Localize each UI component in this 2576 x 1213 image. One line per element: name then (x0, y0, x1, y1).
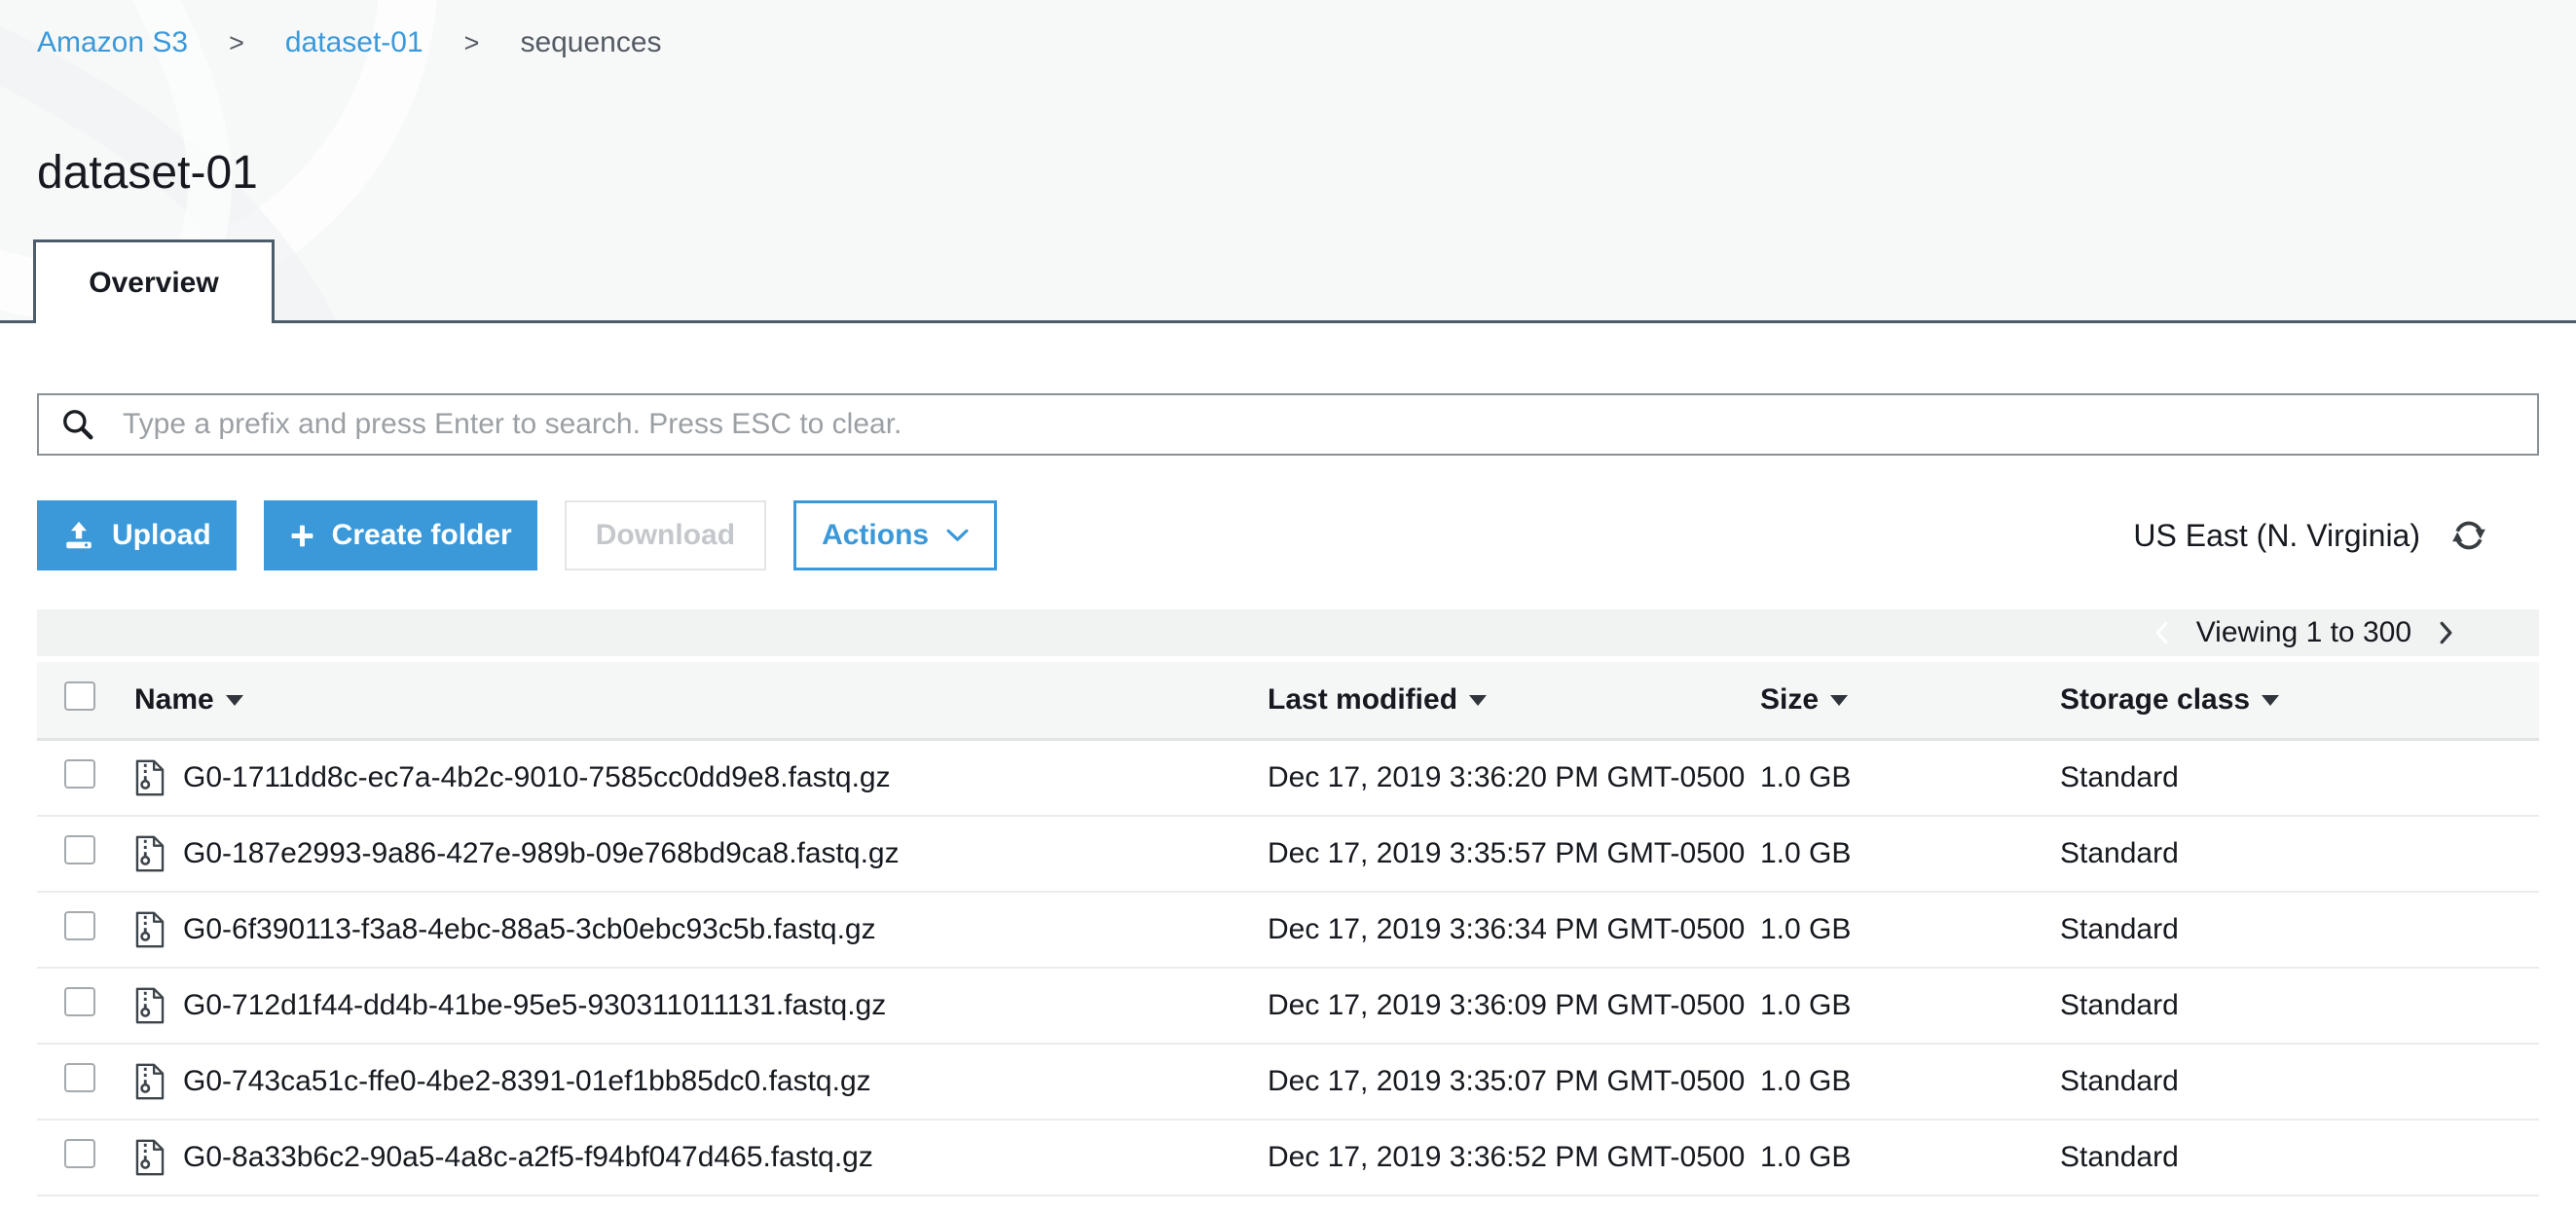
row-checkbox[interactable] (64, 1063, 95, 1092)
size-value: 1.0 GB (1760, 1065, 1852, 1097)
size-value: 1.0 GB (1760, 913, 1852, 945)
region-label: US East (N. Virginia) (2133, 517, 2420, 553)
breadcrumb-dataset-01[interactable]: dataset-01 (284, 26, 423, 58)
compressed-file-icon (134, 835, 166, 872)
row-checkbox[interactable] (64, 987, 95, 1016)
refresh-icon (2449, 516, 2488, 555)
compressed-file-icon (134, 911, 166, 948)
breadcrumb-separator: > (229, 28, 244, 57)
storage-class-value: Standard (2060, 1141, 2179, 1173)
table-row: G0-6f390113-f3a8-4ebc-88a5-3cb0ebc93c5b.… (37, 893, 2539, 969)
last-modified-value: Dec 17, 2019 3:36:09 PM GMT-0500 (1268, 989, 1746, 1021)
last-modified-value: Dec 17, 2019 3:35:07 PM GMT-0500 (1268, 1065, 1746, 1097)
chevron-right-icon (2439, 620, 2453, 645)
table-row: G0-187e2993-9a86-427e-989b-09e768bd9ca8.… (37, 817, 2539, 893)
tab-overview[interactable]: Overview (33, 239, 275, 323)
storage-class-value: Standard (2060, 913, 2179, 945)
row-checkbox[interactable] (64, 835, 95, 864)
upload-button[interactable]: Upload (37, 500, 237, 570)
page-header: Amazon S3 > dataset-01 > sequences datas… (0, 0, 2576, 323)
download-button-label: Download (595, 519, 736, 551)
toolbar-buttons: Upload Create folder Download Actions (37, 500, 998, 570)
breadcrumb: Amazon S3 > dataset-01 > sequences (37, 25, 662, 60)
size-value: 1.0 GB (1760, 989, 1852, 1021)
object-name-link[interactable]: G0-6f390113-f3a8-4ebc-88a5-3cb0ebc93c5b.… (183, 913, 876, 945)
create-folder-button-label: Create folder (331, 519, 512, 551)
column-header-size[interactable]: Size (1760, 683, 2060, 717)
viewing-range-label: Viewing 1 to 300 (2195, 616, 2411, 648)
last-modified-value: Dec 17, 2019 3:35:57 PM GMT-0500 (1268, 837, 1746, 869)
object-name-link[interactable]: G0-1711dd8c-ec7a-4b2c-9010-7585cc0dd9e8.… (183, 761, 891, 793)
page-title: dataset-01 (37, 147, 258, 199)
select-all-checkbox[interactable] (64, 681, 95, 711)
table-header-row: Name Last modified Size Storage class (37, 662, 2539, 741)
row-checkbox[interactable] (64, 1139, 95, 1168)
last-modified-value: Dec 17, 2019 3:36:52 PM GMT-0500 (1268, 1141, 1746, 1173)
breadcrumb-amazon-s3[interactable]: Amazon S3 (37, 26, 189, 58)
toolbar: Upload Create folder Download Actions (37, 500, 2539, 570)
search-input[interactable] (95, 395, 2537, 454)
actions-button[interactable]: Actions (793, 500, 998, 570)
size-value: 1.0 GB (1760, 761, 1852, 793)
sort-desc-icon (1830, 694, 1849, 706)
chevron-left-icon (2154, 620, 2169, 645)
table-row: G0-8a33b6c2-90a5-4a8c-a2f5-f94bf047d465.… (37, 1121, 2539, 1196)
region-group: US East (N. Virginia) (2133, 516, 2539, 555)
object-name-link[interactable]: G0-743ca51c-ffe0-4be2-8391-01ef1bb85dc0.… (183, 1065, 871, 1097)
compressed-file-icon (134, 1139, 166, 1176)
pagination-bar: Viewing 1 to 300 (37, 609, 2539, 656)
storage-class-value: Standard (2060, 837, 2179, 869)
table-row: G0-712d1f44-dd4b-41be-95e5-930311011131.… (37, 969, 2539, 1045)
object-name-link[interactable]: G0-187e2993-9a86-427e-989b-09e768bd9ca8.… (183, 837, 900, 869)
column-header-last-modified[interactable]: Last modified (1268, 683, 1760, 717)
sort-desc-icon (1469, 694, 1488, 706)
table-row: G0-1711dd8c-ec7a-4b2c-9010-7585cc0dd9e8.… (37, 741, 2539, 817)
storage-class-value: Standard (2060, 989, 2179, 1021)
last-modified-value: Dec 17, 2019 3:36:34 PM GMT-0500 (1268, 913, 1746, 945)
row-checkbox[interactable] (64, 759, 95, 789)
upload-icon (62, 519, 95, 552)
chevron-down-icon (946, 529, 969, 542)
object-name-link[interactable]: G0-712d1f44-dd4b-41be-95e5-930311011131.… (183, 989, 887, 1021)
create-folder-button[interactable]: Create folder (263, 500, 537, 570)
size-value: 1.0 GB (1760, 837, 1852, 869)
table-row: G0-743ca51c-ffe0-4be2-8391-01ef1bb85dc0.… (37, 1045, 2539, 1121)
storage-class-value: Standard (2060, 761, 2179, 793)
refresh-button[interactable] (2449, 516, 2488, 555)
breadcrumb-separator: > (463, 28, 480, 57)
compressed-file-icon (134, 1063, 166, 1100)
column-header-storage-class[interactable]: Storage class (2060, 683, 2539, 717)
object-name-link[interactable]: G0-8a33b6c2-90a5-4a8c-a2f5-f94bf047d465.… (183, 1141, 873, 1173)
column-header-name[interactable]: Name (134, 683, 1268, 717)
upload-button-label: Upload (112, 519, 211, 551)
objects-table: Name Last modified Size Storage class G0… (37, 662, 2539, 1196)
pagination-next-button[interactable] (2439, 620, 2453, 645)
last-modified-value: Dec 17, 2019 3:36:20 PM GMT-0500 (1268, 761, 1746, 793)
sort-desc-icon (2262, 694, 2280, 706)
breadcrumb-sequences: sequences (520, 26, 662, 58)
prefix-search-box (37, 393, 2539, 456)
search-icon (60, 407, 95, 442)
tab-overview-label: Overview (89, 266, 219, 299)
overview-panel: Upload Create folder Download Actions (0, 393, 2576, 1196)
actions-button-label: Actions (822, 519, 930, 551)
size-value: 1.0 GB (1760, 1141, 1852, 1173)
storage-class-value: Standard (2060, 1065, 2179, 1097)
compressed-file-icon (134, 987, 166, 1024)
download-button[interactable]: Download (564, 500, 767, 570)
sort-desc-icon (225, 694, 243, 706)
plus-icon (289, 523, 315, 549)
row-checkbox[interactable] (64, 911, 95, 940)
compressed-file-icon (134, 759, 166, 796)
pagination-prev-button (2154, 620, 2169, 645)
